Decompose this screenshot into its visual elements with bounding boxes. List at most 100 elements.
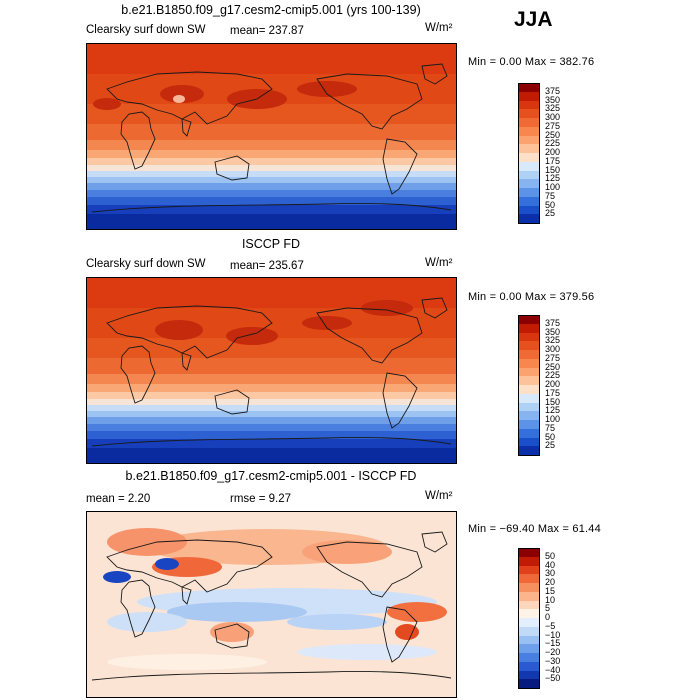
coastline	[181, 586, 192, 605]
lat-band	[87, 411, 456, 418]
panel-3-colorbar-tick-label: 30	[545, 568, 556, 579]
panel-3-colorbar-tick-label: −10	[545, 629, 561, 640]
panel-2-colorbar-swatch	[518, 437, 540, 447]
panel-3-rmse: rmse = 9.27	[230, 493, 292, 505]
anomaly-region	[107, 528, 187, 556]
panel-3-colorbar-tick-label: 15	[545, 585, 556, 596]
panel-2-colorbar-tick-label: 75	[545, 422, 556, 433]
panel-1-colorbar-tick-label: 75	[545, 190, 556, 201]
panel-2-colorbar-tick-label: 350	[545, 326, 561, 337]
panel-2-colorbar-tick-label: 375	[545, 317, 561, 328]
coastline	[214, 389, 250, 415]
panel-1-colorbar-tick-label: 250	[545, 129, 561, 140]
panel-1-title: b.e21.B1850.f09_g17.cesm2-cmip5.001 (yrs…	[121, 3, 421, 17]
anomaly-region	[387, 602, 447, 622]
panel-2-colorbar-swatch	[518, 367, 540, 377]
panel-2-colorbar-swatch	[518, 411, 540, 421]
lat-band	[87, 448, 456, 463]
panel-1-colorbar-tick-label: 150	[545, 164, 561, 175]
panel-3-title: b.e21.B1850.f09_g17.cesm2-cmip5.001 - IS…	[125, 469, 417, 483]
lat-band	[87, 424, 456, 432]
panel-1-colorbar: 375 350 325 300 275 250 225 200 175 150 125 100 75 50…	[518, 83, 578, 224]
panel-3-colorbar-swatch	[518, 574, 540, 584]
panel-2-colorbar-tick-label: 175	[545, 387, 561, 398]
panel-2-units: W/m²	[425, 257, 453, 269]
panel-3-colorbar-swatch	[518, 644, 540, 654]
panel-3-colorbar-tick-label: −15	[545, 638, 561, 649]
panel-2-field	[87, 278, 456, 463]
panel-3-colorbar-tick-label: −20	[545, 647, 561, 657]
panel-2-colorbar-tick-label: 200	[545, 379, 561, 389]
panel-1-field	[87, 44, 456, 229]
panel-2-colorbar-swatch	[518, 420, 540, 430]
panel-3-minmax: Min = −69.40 Max = 61.44	[468, 523, 601, 535]
panel-3-colorbar-swatch	[518, 600, 540, 610]
coastline	[316, 541, 423, 598]
panel-3-colorbar-swatch	[518, 679, 540, 689]
lat-band	[87, 417, 456, 425]
lat-band	[87, 44, 456, 75]
anomaly-region	[297, 644, 437, 660]
anomaly-region	[107, 654, 267, 670]
panel-2-colorbar-tick-label: 50	[545, 431, 556, 442]
panel-1-colorbar-tick-label: 175	[545, 155, 561, 166]
panel-1-colorbar-swatch	[518, 170, 540, 180]
panel-1-colorbar-tick-label: 350	[545, 94, 561, 105]
max-insolation-region	[297, 81, 357, 97]
panel-2-colorbar-tick-label: 300	[545, 344, 561, 354]
panel-3-colorbar-tick-label: −40	[545, 664, 561, 675]
lat-band	[87, 384, 456, 393]
panel-2-colorbar-tick-label: 275	[545, 352, 561, 363]
coastline	[421, 531, 448, 553]
panel-1-colorbar-tick-label: 25	[545, 208, 556, 219]
panel-2-colorbar-swatch	[518, 446, 540, 456]
coastline	[421, 297, 448, 319]
panel-2-colorbar-swatch	[518, 393, 540, 403]
lat-band	[87, 338, 456, 359]
panel-2-colorbar-swatch	[518, 358, 540, 368]
panel-3-colorbar-tick-label: 50	[545, 550, 556, 561]
panel-3-colorbar-swatch	[518, 635, 540, 645]
panel-3-colorbar: 50 40 30 20 15 10 5 0 −5 −10 −15 −20 −30 −40 −50	[518, 548, 578, 689]
panel-3-colorbar-swatch	[518, 653, 540, 663]
panel-2-colorbar-swatch	[518, 385, 540, 395]
max-insolation-region	[160, 85, 204, 103]
lat-band	[87, 104, 456, 125]
lat-band	[87, 392, 456, 400]
panel-1-colorbar-tick-label: 275	[545, 120, 561, 131]
anomaly-region	[287, 614, 387, 630]
panel-2-colorbar-tick-label: 100	[545, 414, 561, 424]
panel-2-colorbar-tick-label: 325	[545, 335, 561, 346]
panel-3-map	[86, 511, 457, 698]
panel-3-colorbar-swatch	[518, 626, 540, 636]
panel-1-map	[86, 43, 457, 230]
anomaly-region	[210, 622, 254, 642]
panel-1-colorbar-swatch	[518, 126, 540, 136]
coastline	[91, 437, 452, 447]
panel-2-colorbar-swatch	[518, 350, 540, 360]
lat-band	[87, 140, 456, 151]
panel-1-colorbar-swatch	[518, 135, 540, 145]
panel-3-colorbar-swatch	[518, 583, 540, 593]
max-insolation-region	[302, 316, 352, 330]
lat-band	[87, 197, 456, 206]
panel-1-colorbar-swatch	[518, 144, 540, 154]
panel-2-mean: mean= 235.67	[230, 260, 304, 272]
panel-2-colorbar-swatch	[518, 332, 540, 342]
panel-1-colorbar-swatch	[518, 179, 540, 189]
panel-1-colorbar-tick-label: 100	[545, 182, 561, 192]
coastline	[382, 606, 418, 663]
lat-band	[87, 165, 456, 172]
lat-band	[87, 190, 456, 198]
coastline	[120, 579, 156, 638]
coastline	[421, 63, 448, 85]
season-label: JJA	[514, 8, 553, 31]
lat-band	[87, 439, 456, 449]
panel-1-colorbar-swatch	[518, 118, 540, 128]
lat-band	[87, 405, 456, 412]
panel-3-colorbar-swatch	[518, 618, 540, 628]
panel-1-colorbar-tick-label: 375	[545, 85, 561, 96]
tibet-anomaly	[173, 95, 185, 103]
coastline	[120, 345, 156, 404]
coastline	[214, 623, 250, 649]
